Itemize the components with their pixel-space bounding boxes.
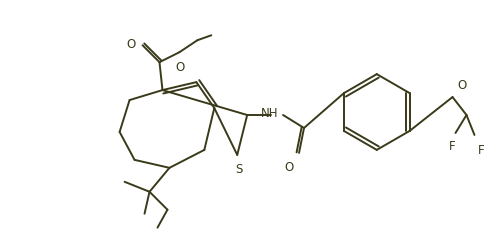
Text: O: O — [176, 61, 185, 74]
Text: F: F — [477, 144, 484, 157]
Text: O: O — [457, 79, 467, 92]
Text: F: F — [449, 140, 456, 153]
Text: O: O — [126, 38, 136, 51]
Text: O: O — [285, 161, 294, 174]
Text: NH: NH — [261, 106, 279, 120]
Text: S: S — [236, 163, 243, 176]
